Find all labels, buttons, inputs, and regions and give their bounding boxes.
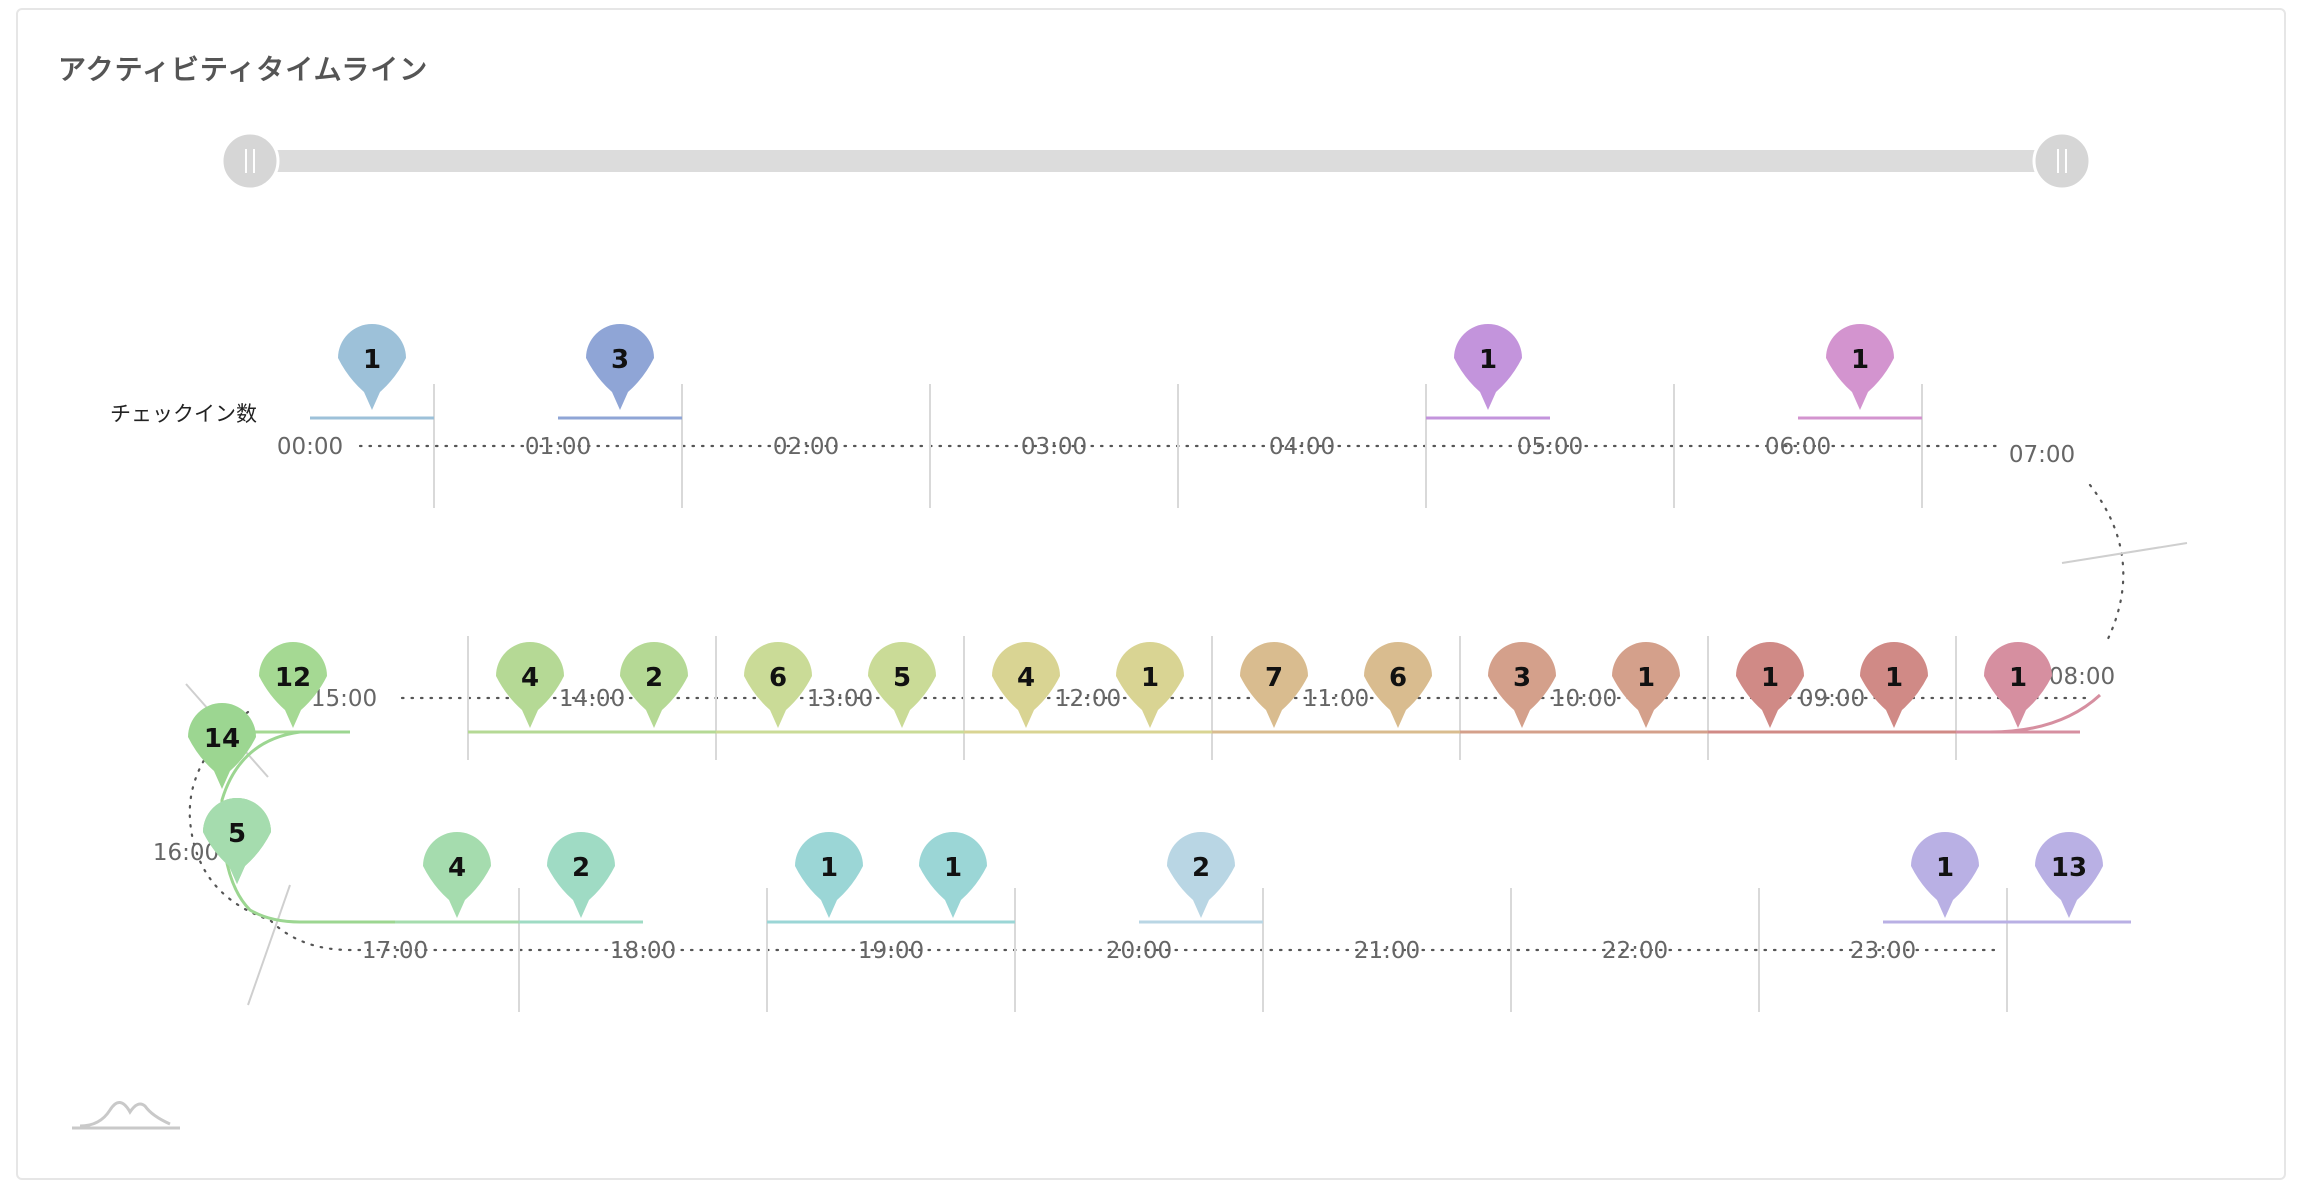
- event-marker[interactable]: 1: [795, 832, 863, 918]
- event-markers: 1311111136714562412144542112113: [188, 324, 2103, 918]
- range-slider-track[interactable]: [250, 150, 2062, 172]
- hour-label: 06:00: [1765, 434, 1831, 460]
- event-marker[interactable]: 4: [496, 642, 564, 728]
- event-marker[interactable]: 12: [259, 642, 327, 728]
- hour-label: 15:00: [311, 686, 377, 712]
- event-value: 1: [1761, 663, 1779, 693]
- event-marker[interactable]: 1: [1116, 642, 1184, 728]
- event-value: 4: [448, 853, 466, 883]
- event-marker[interactable]: 3: [1488, 642, 1556, 728]
- event-segment-curve: [1989, 693, 2102, 734]
- event-marker[interactable]: 1: [1860, 642, 1928, 728]
- hour-label: 07:00: [2009, 442, 2075, 468]
- hour-label: 19:00: [858, 938, 924, 964]
- event-value: 2: [1192, 853, 1210, 883]
- hour-label: 17:00: [362, 938, 428, 964]
- event-value: 1: [1141, 663, 1159, 693]
- range-slider-end-handle[interactable]: [2032, 131, 2092, 191]
- event-marker[interactable]: 1: [1826, 324, 1894, 410]
- event-value: 5: [893, 663, 911, 693]
- event-marker[interactable]: 14: [188, 703, 256, 789]
- event-marker[interactable]: 1: [1612, 642, 1680, 728]
- event-marker[interactable]: 6: [1364, 642, 1432, 728]
- event-marker[interactable]: 3: [586, 324, 654, 410]
- event-marker[interactable]: 4: [423, 832, 491, 918]
- event-value: 6: [1389, 663, 1407, 693]
- event-marker[interactable]: 5: [868, 642, 936, 728]
- event-marker[interactable]: 2: [1167, 832, 1235, 918]
- event-marker[interactable]: 4: [992, 642, 1060, 728]
- hour-label: 02:00: [773, 434, 839, 460]
- hour-label: 12:00: [1055, 686, 1121, 712]
- hour-label: 11:00: [1303, 686, 1369, 712]
- panel-title: アクティビティタイムライン: [58, 53, 429, 86]
- time-axis: [188, 444, 2125, 952]
- event-value: 1: [1637, 663, 1655, 693]
- event-value: 1: [820, 853, 838, 883]
- event-marker[interactable]: 13: [2035, 832, 2103, 918]
- hour-label: 20:00: [1106, 938, 1172, 964]
- event-value: 2: [645, 663, 663, 693]
- event-value: 1: [1851, 345, 1869, 375]
- hour-labels: 00:00 01:00 02:00 03:00 04:00 05:00 06:00 07:00…: [153, 434, 2115, 964]
- hour-dividers: [433, 384, 2008, 1012]
- event-value: 5: [228, 819, 246, 849]
- hour-label: 01:00: [525, 434, 591, 460]
- hour-label: 23:00: [1850, 938, 1916, 964]
- event-value: 2: [572, 853, 590, 883]
- event-value: 6: [769, 663, 787, 693]
- event-marker[interactable]: 6: [744, 642, 812, 728]
- event-marker[interactable]: 7: [1240, 642, 1308, 728]
- hour-label: 18:00: [610, 938, 676, 964]
- event-value: 12: [275, 663, 311, 693]
- series-label: チェックイン数: [110, 402, 257, 426]
- event-marker[interactable]: 2: [547, 832, 615, 918]
- timeline-panel: [16, 8, 2286, 1180]
- hour-label: 16:00: [153, 840, 219, 866]
- event-marker[interactable]: 1: [1984, 642, 2052, 728]
- hour-label: 22:00: [1602, 938, 1668, 964]
- hour-label: 03:00: [1021, 434, 1087, 460]
- axis-turn-marks: [185, 542, 2188, 1006]
- event-value: 7: [1265, 663, 1283, 693]
- event-marker[interactable]: 1: [338, 324, 406, 410]
- event-value: 3: [1513, 663, 1531, 693]
- event-marker[interactable]: 1: [1911, 832, 1979, 918]
- hour-label: 04:00: [1269, 434, 1335, 460]
- event-segments: [220, 416, 2131, 924]
- event-marker[interactable]: 1: [1736, 642, 1804, 728]
- event-value: 4: [1017, 663, 1035, 693]
- event-value: 1: [2009, 663, 2027, 693]
- event-value: 1: [944, 853, 962, 883]
- hour-label: 14:00: [559, 686, 625, 712]
- event-marker[interactable]: 1: [919, 832, 987, 918]
- hour-label: 10:00: [1551, 686, 1617, 712]
- event-marker[interactable]: 5: [203, 798, 271, 884]
- hour-label: 13:00: [807, 686, 873, 712]
- hour-label: 05:00: [1517, 434, 1583, 460]
- range-slider-start-handle[interactable]: [220, 131, 280, 191]
- hour-label: 09:00: [1799, 686, 1865, 712]
- event-marker[interactable]: 2: [620, 642, 688, 728]
- event-value: 4: [521, 663, 539, 693]
- hour-label: 08:00: [2049, 664, 2115, 690]
- event-value: 1: [1479, 345, 1497, 375]
- event-value: 13: [2051, 853, 2087, 883]
- event-value: 14: [204, 724, 240, 754]
- event-marker[interactable]: 1: [1454, 324, 1522, 410]
- hour-label: 21:00: [1354, 938, 1420, 964]
- chart-type-icon[interactable]: [72, 1101, 180, 1130]
- event-value: 1: [1936, 853, 1954, 883]
- event-value: 1: [1885, 663, 1903, 693]
- event-value: 1: [363, 345, 381, 375]
- hour-label: 00:00: [277, 434, 343, 460]
- event-value: 3: [611, 345, 629, 375]
